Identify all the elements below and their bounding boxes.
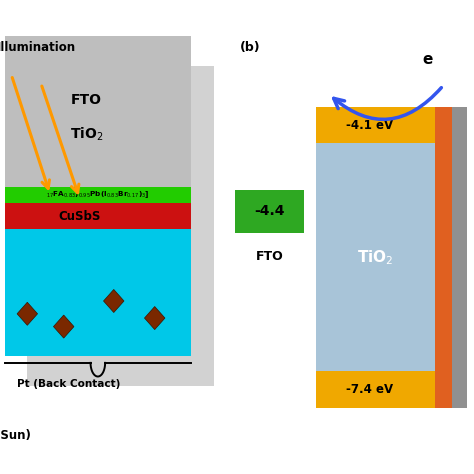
Text: CuSbS: CuSbS — [58, 210, 101, 223]
Text: FTO: FTO — [71, 93, 102, 108]
Bar — [316, 107, 435, 143]
Bar — [452, 107, 466, 408]
Bar — [27, 66, 214, 386]
Bar — [316, 372, 435, 408]
Text: (Sun): (Sun) — [0, 429, 31, 442]
Bar — [5, 203, 191, 229]
Text: FTO: FTO — [255, 250, 283, 263]
Polygon shape — [145, 307, 165, 329]
Text: -7.4 eV: -7.4 eV — [346, 383, 393, 396]
Polygon shape — [17, 302, 37, 325]
Bar — [316, 143, 435, 372]
Text: TiO$_2$: TiO$_2$ — [70, 126, 103, 143]
Text: (b): (b) — [240, 41, 261, 54]
Polygon shape — [54, 315, 74, 338]
Text: -4.4: -4.4 — [254, 204, 285, 219]
Text: Pt (Back Contact): Pt (Back Contact) — [17, 379, 120, 389]
Text: e: e — [422, 53, 432, 67]
Bar — [435, 107, 452, 408]
Bar — [5, 36, 191, 356]
Text: TiO$_2$: TiO$_2$ — [357, 248, 393, 266]
Text: Illumination: Illumination — [0, 41, 76, 54]
Text: $_{17}$FA$_{0.83}$)$_{0.95}$Pb(I$_{0.83}$Br$_{0.17}$)$_3$]: $_{17}$FA$_{0.83}$)$_{0.95}$Pb(I$_{0.83}… — [46, 189, 150, 200]
Polygon shape — [103, 290, 124, 312]
Bar — [235, 190, 304, 233]
Bar — [5, 187, 191, 203]
Text: -4.1 eV: -4.1 eV — [346, 118, 393, 131]
Bar — [5, 229, 191, 356]
